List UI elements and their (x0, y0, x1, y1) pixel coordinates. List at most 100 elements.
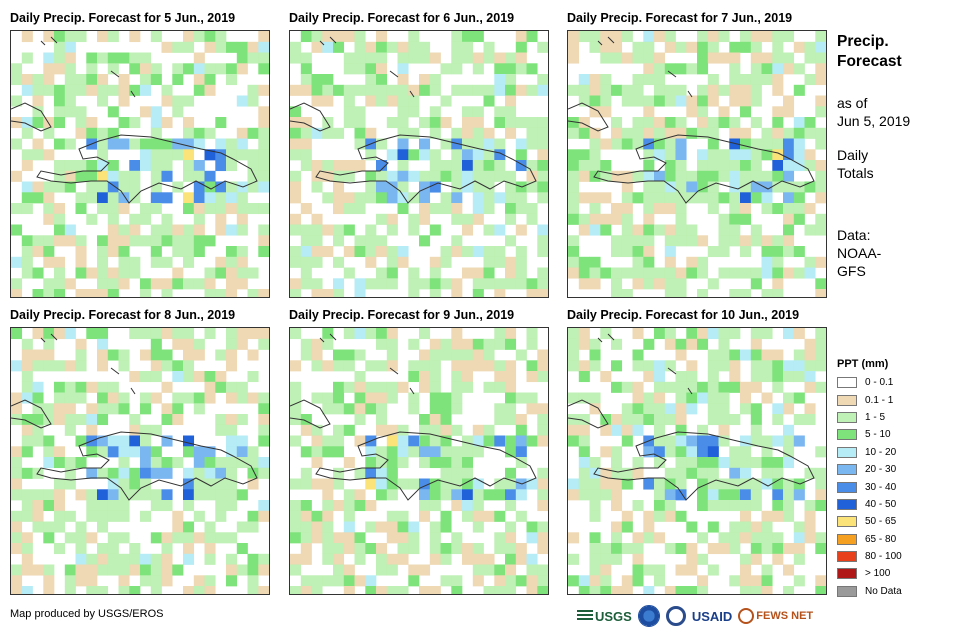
precip-cell (75, 553, 87, 565)
precip-cell (632, 170, 644, 182)
precip-cell (697, 457, 709, 469)
precip-cell (793, 414, 805, 426)
precip-cell (43, 203, 55, 215)
precip-grid (11, 31, 269, 297)
precip-cell (686, 338, 698, 350)
precip-cell (215, 289, 227, 297)
precip-cell (515, 457, 527, 469)
precip-cell (697, 500, 709, 512)
precip-cell (654, 500, 666, 512)
precip-cell (675, 392, 687, 404)
precip-cell (183, 95, 195, 107)
precip-cell (568, 213, 580, 225)
precip-cell (204, 543, 216, 555)
precip-cell (397, 84, 409, 96)
precip-cell (75, 489, 87, 501)
precip-cell (515, 31, 527, 43)
usgs-logo: USGS (577, 609, 632, 624)
precip-cell (697, 575, 709, 587)
precip-cell (21, 84, 33, 96)
precip-cell (365, 256, 377, 268)
precip-cell (290, 289, 302, 297)
precip-cell (761, 63, 773, 75)
precip-cell (54, 414, 66, 426)
precip-cell (236, 256, 248, 268)
precip-cell (343, 521, 355, 533)
precip-cell (183, 160, 195, 172)
data-line3: GFS (837, 263, 866, 279)
precip-cell (729, 478, 741, 490)
precip-cell (75, 192, 87, 204)
precip-cell (697, 127, 709, 139)
precip-cell (107, 203, 119, 215)
precip-cell (247, 181, 259, 193)
precip-cell (300, 127, 312, 139)
precip-cell (621, 52, 633, 64)
precip-cell (537, 489, 548, 501)
precip-cell (772, 289, 784, 297)
precip-cell (204, 278, 216, 290)
precip-cell (654, 31, 666, 43)
precip-cell (526, 63, 538, 75)
fewsnet-globe-icon (738, 608, 755, 624)
precip-cell (440, 192, 452, 204)
precip-cell (43, 74, 55, 86)
precip-cell (193, 192, 205, 204)
precip-cell (54, 224, 66, 236)
precip-cell (397, 95, 409, 107)
precip-cell (300, 575, 312, 587)
precip-cell (397, 181, 409, 193)
precip-cell (462, 149, 474, 161)
precip-cell (729, 457, 741, 469)
precip-cell (11, 532, 23, 544)
totals-line2: Totals (837, 165, 874, 181)
legend-swatch (837, 533, 857, 545)
precip-cell (161, 289, 173, 297)
precip-cell (64, 360, 76, 372)
precip-cell (451, 52, 463, 64)
precip-cell (462, 246, 474, 258)
precip-cell (129, 267, 141, 279)
precip-cell (419, 349, 431, 361)
precip-cell (386, 381, 398, 393)
precip-cell (793, 328, 805, 340)
precip-cell (740, 381, 752, 393)
precip-cell (343, 52, 355, 64)
precip-cell (643, 446, 655, 458)
precip-cell (462, 371, 474, 383)
precip-cell (376, 521, 388, 533)
precip-cell (686, 41, 698, 53)
precip-cell (568, 478, 580, 490)
precip-cell (300, 553, 312, 565)
precip-cell (193, 586, 205, 594)
precip-cell (472, 246, 484, 258)
precip-cell (300, 521, 312, 533)
precip-cell (793, 435, 805, 447)
precip-cell (578, 192, 590, 204)
precip-cell (740, 106, 752, 118)
precip-cell (505, 117, 517, 129)
precip-cell (515, 246, 527, 258)
precip-cell (440, 160, 452, 172)
precip-cell (161, 575, 173, 587)
precip-cell (365, 127, 377, 139)
precip-cell (429, 500, 441, 512)
precip-cell (376, 84, 388, 96)
precip-cell (600, 586, 612, 594)
precip-cell (43, 278, 55, 290)
precip-cell (75, 203, 87, 215)
precip-cell (11, 278, 23, 290)
precip-cell (408, 52, 420, 64)
precip-cell (75, 256, 87, 268)
precip-cell (793, 360, 805, 372)
precip-cell (537, 500, 548, 512)
precip-cell (483, 349, 495, 361)
precip-cell (54, 95, 66, 107)
precip-cell (204, 446, 216, 458)
precip-cell (729, 289, 741, 297)
precip-cell (451, 203, 463, 215)
precip-cell (290, 553, 302, 565)
precip-cell (664, 63, 676, 75)
precip-cell (632, 127, 644, 139)
precip-cell (140, 63, 152, 75)
